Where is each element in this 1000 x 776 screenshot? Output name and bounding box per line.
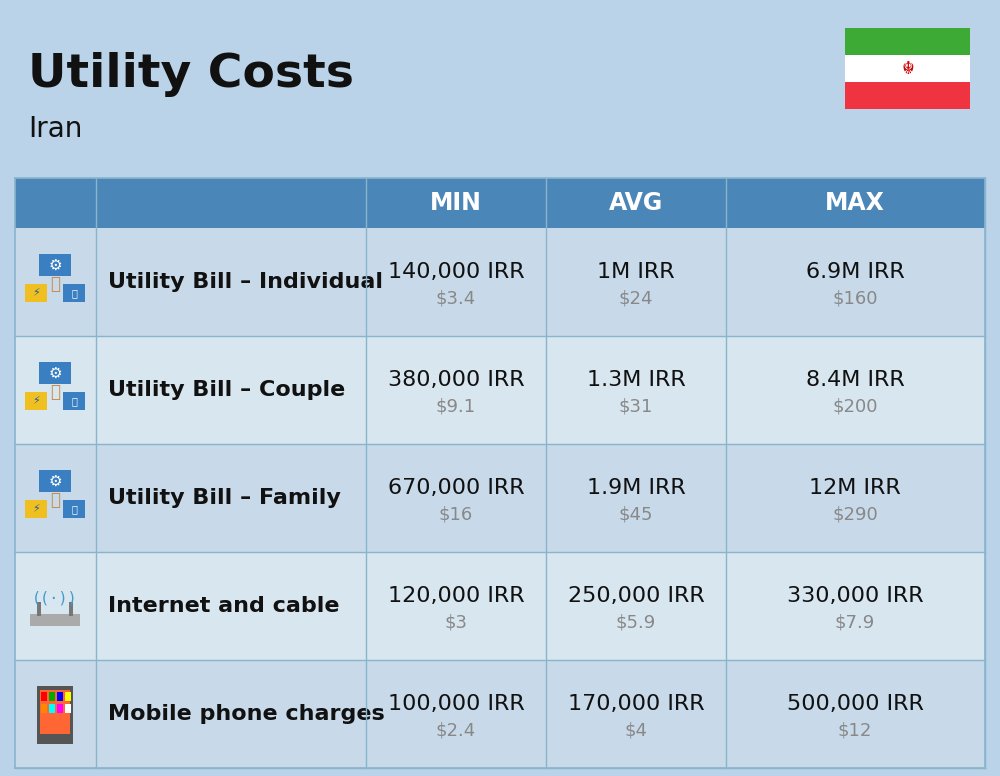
Bar <box>15 444 985 552</box>
Text: ⚡: ⚡ <box>32 288 40 298</box>
Bar <box>15 228 985 336</box>
Text: $24: $24 <box>619 289 653 307</box>
Bar <box>37 602 41 616</box>
Text: AVG: AVG <box>609 191 663 215</box>
Bar <box>15 178 985 228</box>
Bar <box>15 552 985 660</box>
Text: 170,000 IRR: 170,000 IRR <box>568 694 704 714</box>
Text: Internet and cable: Internet and cable <box>108 596 340 616</box>
Text: 1.3M IRR: 1.3M IRR <box>587 370 685 390</box>
Bar <box>63 392 85 410</box>
Text: 120,000 IRR: 120,000 IRR <box>388 586 524 606</box>
Text: $16: $16 <box>439 505 473 523</box>
Text: $12: $12 <box>838 721 872 739</box>
Text: 330,000 IRR: 330,000 IRR <box>787 586 923 606</box>
Text: 🐟: 🐟 <box>71 504 77 514</box>
Bar <box>30 614 80 626</box>
Text: $45: $45 <box>619 505 653 523</box>
Text: 6.9M IRR: 6.9M IRR <box>806 262 904 282</box>
Bar <box>40 690 70 734</box>
Text: $200: $200 <box>832 397 878 415</box>
Text: 🧑: 🧑 <box>50 383 60 401</box>
Text: Utility Bill – Couple: Utility Bill – Couple <box>108 380 345 400</box>
Text: $4: $4 <box>624 721 648 739</box>
Text: $2.4: $2.4 <box>436 721 476 739</box>
Bar <box>39 470 71 492</box>
Text: $160: $160 <box>832 289 878 307</box>
Text: ⚡: ⚡ <box>32 504 40 514</box>
Text: 8.4M IRR: 8.4M IRR <box>806 370 904 390</box>
Text: 🧑: 🧑 <box>50 491 60 509</box>
Bar <box>41 704 47 713</box>
Bar <box>21 468 89 528</box>
Bar <box>63 284 85 302</box>
Bar <box>25 392 47 410</box>
Bar <box>41 692 47 701</box>
Bar <box>21 252 89 312</box>
Text: Iran: Iran <box>28 115 82 143</box>
Bar <box>845 28 970 55</box>
Text: $9.1: $9.1 <box>436 397 476 415</box>
Text: $290: $290 <box>832 505 878 523</box>
Bar <box>15 336 985 444</box>
Bar <box>39 254 71 276</box>
Text: ⚡: ⚡ <box>32 396 40 406</box>
Text: $3.4: $3.4 <box>436 289 476 307</box>
Bar <box>15 660 985 768</box>
Text: 🐟: 🐟 <box>71 396 77 406</box>
Bar <box>845 55 970 82</box>
Bar <box>63 500 85 518</box>
Text: $7.9: $7.9 <box>835 613 875 631</box>
Bar <box>25 284 47 302</box>
Bar <box>49 704 55 713</box>
Bar <box>21 576 89 636</box>
Bar <box>49 692 55 701</box>
Bar <box>25 500 47 518</box>
Text: 🐟: 🐟 <box>71 288 77 298</box>
Text: 1M IRR: 1M IRR <box>597 262 675 282</box>
Text: 100,000 IRR: 100,000 IRR <box>388 694 524 714</box>
Bar <box>39 362 71 384</box>
Text: ⚙: ⚙ <box>48 365 62 380</box>
Text: ⚙: ⚙ <box>48 473 62 489</box>
Bar <box>69 602 73 616</box>
Text: $3: $3 <box>444 613 468 631</box>
Text: Utility Costs: Utility Costs <box>28 52 354 97</box>
Text: ☬: ☬ <box>901 60 914 78</box>
Text: ((·)): ((·)) <box>32 591 78 605</box>
Bar <box>65 692 71 701</box>
Text: Mobile phone charges: Mobile phone charges <box>108 704 385 724</box>
Text: 380,000 IRR: 380,000 IRR <box>388 370 524 390</box>
Bar <box>37 686 73 744</box>
Text: Utility Bill – Individual: Utility Bill – Individual <box>108 272 383 292</box>
Bar <box>57 704 63 713</box>
Text: 1.9M IRR: 1.9M IRR <box>587 478 685 498</box>
Text: 500,000 IRR: 500,000 IRR <box>787 694 923 714</box>
Text: MIN: MIN <box>430 191 482 215</box>
Bar <box>65 704 71 713</box>
Text: 🧑: 🧑 <box>50 275 60 293</box>
Text: $31: $31 <box>619 397 653 415</box>
Bar <box>57 692 63 701</box>
Text: 670,000 IRR: 670,000 IRR <box>388 478 524 498</box>
Text: 12M IRR: 12M IRR <box>809 478 901 498</box>
Text: Utility Bill – Family: Utility Bill – Family <box>108 488 341 508</box>
Text: MAX: MAX <box>825 191 885 215</box>
Bar <box>21 684 89 744</box>
Text: $5.9: $5.9 <box>616 613 656 631</box>
Bar <box>845 82 970 109</box>
Text: 140,000 IRR: 140,000 IRR <box>388 262 524 282</box>
Text: 250,000 IRR: 250,000 IRR <box>568 586 704 606</box>
Text: ⚙: ⚙ <box>48 258 62 272</box>
Bar <box>21 360 89 420</box>
